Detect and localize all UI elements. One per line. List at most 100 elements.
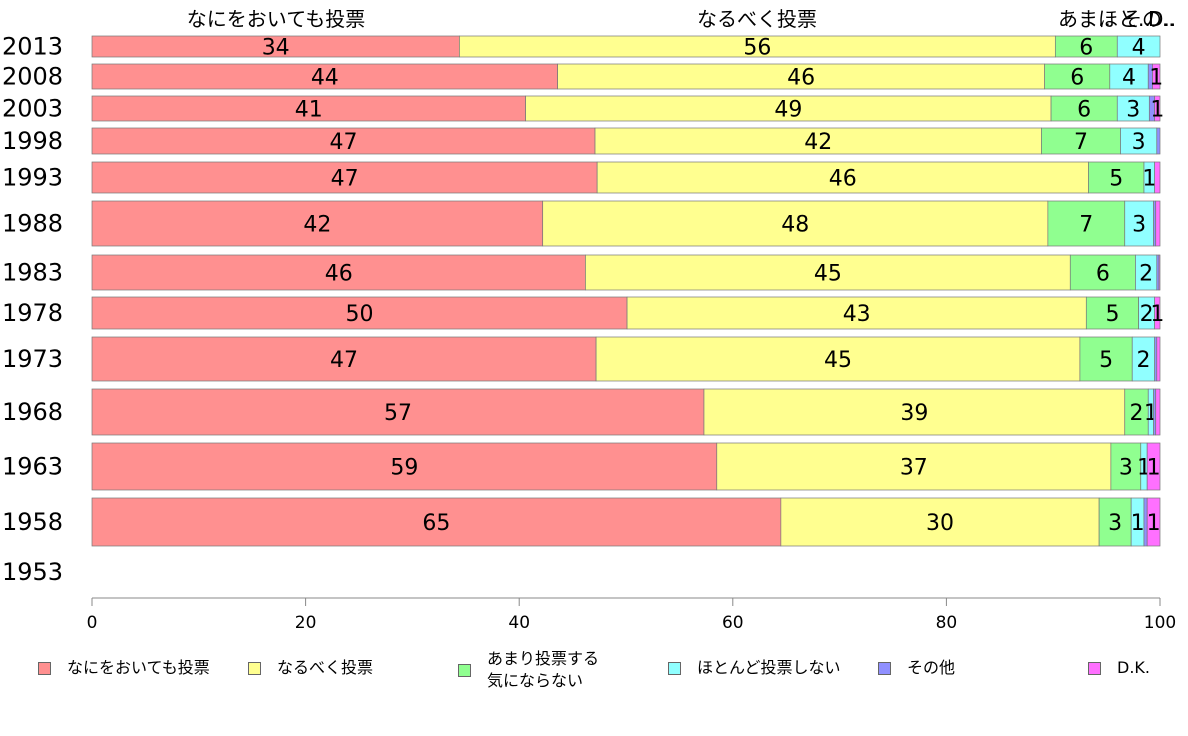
data-label-1958-series-2: 30 (926, 511, 954, 536)
data-label-1978-series-6: 1 (1150, 302, 1164, 327)
bar-1958-series-6 (1146, 497, 1161, 547)
bar-1968-series-2 (703, 388, 1126, 436)
category-label-1988: 1988 (2, 210, 63, 238)
data-label-2013-series-1: 34 (262, 36, 290, 61)
bar-1963-series-1 (91, 442, 718, 491)
data-label-1958-series-1: 65 (422, 511, 450, 536)
data-label-2008-series-1: 44 (311, 66, 339, 91)
data-label-2008-series-4: 4 (1122, 66, 1136, 91)
bar-2008-series-6 (1152, 63, 1161, 90)
bar-1973-series-2 (595, 336, 1081, 382)
data-label-1973-series-3: 5 (1099, 348, 1113, 373)
data-label-1973-series-1: 47 (330, 348, 358, 373)
data-label-1993-series-3: 5 (1109, 167, 1123, 192)
category-label-1963: 1963 (2, 453, 63, 481)
data-label-1998-series-1: 47 (330, 130, 358, 155)
bar-1963-series-2 (716, 442, 1112, 491)
top-series-label-3: あま.. (1058, 7, 1111, 31)
category-label-1993: 1993 (2, 164, 63, 192)
category-label-1968: 1968 (2, 398, 63, 426)
bar-1963-series-3 (1110, 442, 1142, 491)
data-label-2003-series-4: 3 (1126, 98, 1140, 123)
category-label-1953: 1953 (2, 558, 63, 586)
bar-1998-series-3 (1041, 127, 1121, 155)
legend-label-5: その他 (907, 658, 956, 677)
data-label-2003-series-2: 49 (774, 98, 802, 123)
bar-1983-series-3 (1069, 254, 1136, 291)
bar-2003-series-6 (1154, 95, 1161, 122)
top-series-label-6: D.. (1148, 7, 1176, 31)
legend-label-2: なるべく投票 (277, 658, 374, 677)
data-label-1958-series-4: 1 (1131, 511, 1145, 536)
bar-1988-series-2 (542, 200, 1049, 247)
bar-2008-series-1 (91, 63, 558, 90)
top-series-label-2: なるべく投票 (697, 7, 817, 31)
legend-swatch-2 (248, 661, 261, 675)
category-label-1998: 1998 (2, 127, 63, 155)
bar-2003-series-2 (525, 95, 1052, 122)
data-label-1993-series-4: 1 (1142, 167, 1156, 192)
bar-1993-series-3 (1088, 161, 1145, 194)
bar-1973-series-6 (1156, 336, 1161, 382)
bar-1983-series-6 (1158, 254, 1161, 291)
bar-1993-series-6 (1154, 161, 1161, 194)
x-tick-label-40: 40 (508, 613, 530, 633)
bar-2013-series-4 (1116, 35, 1161, 58)
bar-1973-series-1 (91, 336, 597, 382)
category-label-2003: 2003 (2, 95, 63, 123)
bar-1978-series-1 (91, 296, 628, 330)
data-label-1963-series-6: 1 (1147, 456, 1161, 481)
data-label-1968-series-2: 39 (900, 401, 928, 426)
legend-swatch-3 (458, 663, 471, 677)
legend: なにをおいても投票 なるべく投票 あまり投票する 気にならない ほとんど投票しな… (0, 648, 1188, 698)
bar-1968-series-6 (1155, 388, 1161, 436)
legend-label-3: あまり投票する 気にならない (487, 649, 600, 690)
data-label-2008-series-3: 6 (1070, 66, 1084, 91)
bar-2008-series-2 (557, 63, 1046, 90)
bar-1988-series-1 (91, 200, 544, 247)
data-label-1978-series-3: 5 (1105, 302, 1119, 327)
x-tick-label-0: 0 (87, 613, 98, 633)
data-label-1988-series-4: 3 (1132, 213, 1146, 238)
legend-item-6: D.K. (1088, 657, 1150, 679)
data-label-1968-series-3: 2 (1130, 401, 1144, 426)
legend-label-4: ほとんど投票しない (697, 658, 841, 677)
x-tick-label-20: 20 (295, 613, 317, 633)
bar-1958-series-2 (780, 497, 1100, 547)
bar-1998-series-2 (594, 127, 1042, 155)
legend-item-5: その他 (878, 657, 955, 679)
data-label-1983-series-2: 45 (814, 262, 842, 287)
bar-1983-series-1 (91, 254, 586, 291)
bar-1963-series-6 (1146, 442, 1161, 491)
category-label-1978: 1978 (2, 299, 63, 327)
bar-1958-series-3 (1098, 497, 1132, 547)
category-label-1983: 1983 (2, 259, 63, 287)
data-label-2008-series-6: 1 (1149, 66, 1163, 91)
bar-1998-series-1 (91, 127, 596, 155)
data-label-1973-series-2: 45 (824, 348, 852, 373)
bar-1958-series-1 (91, 497, 782, 547)
bar-1978-series-2 (626, 296, 1087, 330)
bar-1968-series-1 (91, 388, 705, 436)
data-label-1988-series-1: 42 (303, 213, 331, 238)
category-label-1973: 1973 (2, 345, 63, 373)
data-label-2003-series-6: 1 (1150, 98, 1164, 123)
data-label-1978-series-2: 43 (843, 302, 871, 327)
data-label-1998-series-3: 7 (1074, 130, 1088, 155)
bar-2003-series-4 (1116, 95, 1150, 122)
data-label-2008-series-2: 46 (787, 66, 815, 91)
bar-1988-series-4 (1124, 200, 1154, 247)
bar-1998-series-5 (1156, 127, 1161, 155)
legend-label-1: なにをおいても投票 (67, 658, 210, 677)
data-label-1968-series-1: 57 (384, 401, 412, 426)
data-label-1993-series-2: 46 (829, 167, 857, 192)
legend-swatch-4 (668, 661, 681, 675)
x-tick-label-60: 60 (722, 613, 744, 633)
data-label-1998-series-4: 3 (1132, 130, 1146, 155)
data-label-1958-series-3: 3 (1108, 511, 1122, 536)
data-label-1958-series-6: 1 (1147, 511, 1161, 536)
data-label-1963-series-3: 3 (1119, 456, 1133, 481)
data-label-1963-series-1: 59 (390, 456, 418, 481)
data-label-1963-series-2: 37 (900, 456, 928, 481)
data-label-2003-series-1: 41 (295, 98, 323, 123)
